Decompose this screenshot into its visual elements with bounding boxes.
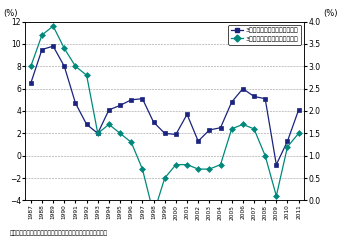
- 3年後設備投資増加率（左軸）: [129, 98, 133, 101]
- 3年後設備投資増加率（左軸）: [263, 97, 267, 100]
- 3年後実質期待成長率（右軸）: [252, 127, 256, 130]
- 3年後実質期待成長率（右軸）: [96, 132, 100, 135]
- 3年後実質期待成長率（右軸）: [118, 132, 122, 135]
- 3年後実質期待成長率（右軸）: [185, 163, 189, 166]
- 3年後設備投資増加率（左軸）: [62, 65, 66, 68]
- 3年後実質期待成長率（右軸）: [230, 127, 234, 130]
- 3年後設備投資増加率（左軸）: [73, 102, 78, 104]
- 3年後実質期待成長率（右軸）: [129, 141, 133, 144]
- 3年後実質期待成長率（右軸）: [174, 163, 178, 166]
- Text: 資料：内閣府「企業行動に関するアンケート調査」から作成。: 資料：内閣府「企業行動に関するアンケート調査」から作成。: [10, 230, 108, 236]
- 3年後実質期待成長率（右軸）: [73, 65, 78, 68]
- 3年後設備投資増加率（左軸）: [51, 45, 55, 48]
- 3年後設備投資増加率（左軸）: [241, 87, 245, 90]
- 3年後設備投資増加率（左軸）: [274, 163, 278, 166]
- 3年後実質期待成長率（右軸）: [207, 168, 211, 170]
- 3年後設備投資増加率（左軸）: [219, 126, 223, 129]
- 3年後設備投資増加率（左軸）: [185, 113, 189, 116]
- 3年後実質期待成長率（右軸）: [107, 123, 111, 126]
- 3年後実質期待成長率（右軸）: [62, 47, 66, 50]
- 3年後設備投資増加率（左軸）: [163, 132, 167, 135]
- 3年後実質期待成長率（右軸）: [219, 163, 223, 166]
- 3年後設備投資増加率（左軸）: [230, 101, 234, 104]
- 3年後設備投資増加率（左軸）: [296, 109, 301, 111]
- 3年後設備投資増加率（左軸）: [107, 109, 111, 111]
- 3年後設備投資増加率（左軸）: [29, 82, 33, 84]
- 3年後実質期待成長率（右軸）: [85, 74, 89, 77]
- 3年後実質期待成長率（右軸）: [296, 132, 301, 135]
- 3年後設備投資増加率（左軸）: [252, 95, 256, 98]
- 3年後実質期待成長率（右軸）: [40, 34, 44, 36]
- Legend: 3年後設備投資増加率（左軸）, 3年後実質期待成長率（右軸）: 3年後設備投資増加率（左軸）, 3年後実質期待成長率（右軸）: [228, 25, 301, 45]
- 3年後設備投資増加率（左軸）: [118, 104, 122, 107]
- Line: 3年後実質期待成長率（右軸）: 3年後実質期待成長率（右軸）: [29, 24, 301, 216]
- 3年後実質期待成長率（右軸）: [29, 65, 33, 68]
- 3年後設備投資増加率（左軸）: [207, 129, 211, 131]
- 3年後実質期待成長率（右軸）: [196, 168, 200, 170]
- 3年後設備投資増加率（左軸）: [152, 121, 156, 124]
- Text: (%): (%): [323, 9, 338, 18]
- 3年後設備投資増加率（左軸）: [174, 133, 178, 136]
- 3年後実質期待成長率（右軸）: [274, 194, 278, 197]
- Line: 3年後設備投資増加率（左軸）: 3年後設備投資増加率（左軸）: [29, 44, 301, 167]
- 3年後実質期待成長率（右軸）: [140, 168, 144, 170]
- 3年後実質期待成長率（右軸）: [263, 154, 267, 157]
- 3年後設備投資増加率（左軸）: [140, 97, 144, 100]
- 3年後実質期待成長率（右軸）: [152, 212, 156, 215]
- 3年後実質期待成長率（右軸）: [51, 25, 55, 28]
- 3年後設備投資増加率（左軸）: [286, 140, 290, 143]
- 3年後実質期待成長率（右軸）: [163, 177, 167, 179]
- 3年後設備投資増加率（左軸）: [85, 123, 89, 126]
- 3年後設備投資増加率（左軸）: [40, 48, 44, 51]
- Text: (%): (%): [3, 9, 17, 18]
- 3年後実質期待成長率（右軸）: [241, 123, 245, 126]
- 3年後設備投資増加率（左軸）: [96, 132, 100, 135]
- 3年後設備投資増加率（左軸）: [196, 140, 200, 143]
- 3年後実質期待成長率（右軸）: [286, 145, 290, 148]
